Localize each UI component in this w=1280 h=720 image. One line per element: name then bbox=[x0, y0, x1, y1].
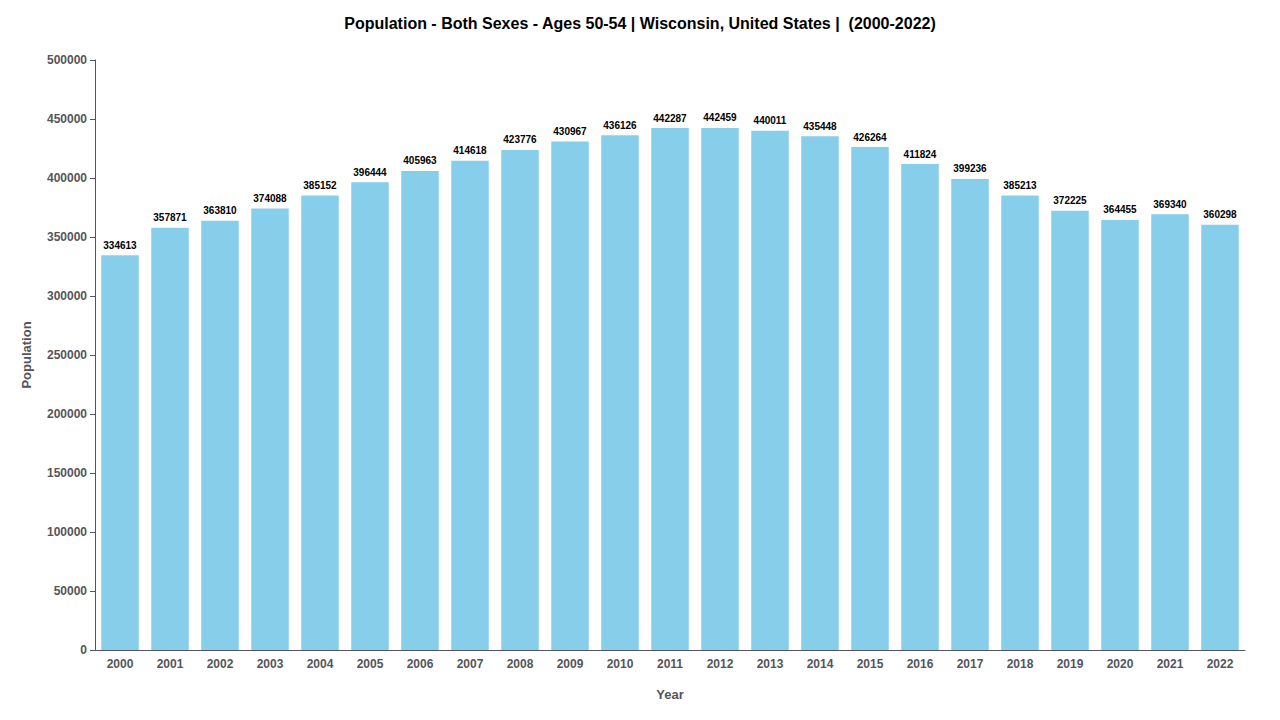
svg-text:2018: 2018 bbox=[1007, 657, 1034, 671]
svg-text:150000: 150000 bbox=[47, 466, 87, 480]
svg-text:200000: 200000 bbox=[47, 407, 87, 421]
svg-text:2020: 2020 bbox=[1107, 657, 1134, 671]
svg-text:2011: 2011 bbox=[657, 657, 683, 671]
svg-text:442459: 442459 bbox=[703, 112, 737, 123]
svg-text:360298: 360298 bbox=[1203, 209, 1237, 220]
svg-text:400000: 400000 bbox=[47, 171, 87, 185]
svg-text:369340: 369340 bbox=[1153, 199, 1187, 210]
svg-text:2002: 2002 bbox=[207, 657, 234, 671]
svg-text:364455: 364455 bbox=[1103, 204, 1137, 215]
svg-text:414618: 414618 bbox=[453, 145, 487, 156]
svg-text:450000: 450000 bbox=[47, 112, 87, 126]
svg-text:2015: 2015 bbox=[857, 657, 884, 671]
svg-text:396444: 396444 bbox=[353, 167, 387, 178]
svg-text:363810: 363810 bbox=[203, 205, 237, 216]
svg-text:2012: 2012 bbox=[707, 657, 734, 671]
svg-text:2021: 2021 bbox=[1157, 657, 1184, 671]
svg-text:374088: 374088 bbox=[253, 193, 287, 204]
svg-text:2014: 2014 bbox=[807, 657, 834, 671]
svg-text:440011: 440011 bbox=[754, 115, 787, 126]
svg-text:0: 0 bbox=[80, 643, 87, 657]
svg-text:385152: 385152 bbox=[303, 180, 337, 191]
svg-text:423776: 423776 bbox=[503, 134, 537, 145]
svg-text:435448: 435448 bbox=[803, 121, 837, 132]
svg-text:2006: 2006 bbox=[407, 657, 434, 671]
svg-text:2016: 2016 bbox=[907, 657, 934, 671]
svg-text:411824: 411824 bbox=[904, 149, 937, 160]
svg-text:442287: 442287 bbox=[653, 113, 687, 124]
svg-text:385213: 385213 bbox=[1003, 180, 1037, 191]
svg-text:2007: 2007 bbox=[457, 657, 484, 671]
svg-text:426264: 426264 bbox=[853, 132, 887, 143]
svg-text:2000: 2000 bbox=[107, 657, 134, 671]
svg-text:357871: 357871 bbox=[153, 212, 187, 223]
svg-text:300000: 300000 bbox=[47, 289, 87, 303]
svg-text:2001: 2001 bbox=[157, 657, 184, 671]
svg-text:2013: 2013 bbox=[757, 657, 784, 671]
svg-text:2022: 2022 bbox=[1207, 657, 1234, 671]
svg-text:2008: 2008 bbox=[507, 657, 534, 671]
svg-text:Year: Year bbox=[656, 687, 683, 702]
svg-text:2003: 2003 bbox=[257, 657, 284, 671]
svg-text:Population - Both Sexes - Ages: Population - Both Sexes - Ages 50-54 | W… bbox=[344, 15, 935, 32]
svg-text:399236: 399236 bbox=[953, 163, 987, 174]
svg-text:436126: 436126 bbox=[603, 120, 637, 131]
svg-text:250000: 250000 bbox=[47, 348, 87, 362]
svg-text:Population: Population bbox=[19, 321, 34, 388]
svg-text:350000: 350000 bbox=[47, 230, 87, 244]
svg-text:2004: 2004 bbox=[307, 657, 334, 671]
svg-text:372225: 372225 bbox=[1053, 195, 1087, 206]
svg-text:2005: 2005 bbox=[357, 657, 384, 671]
svg-text:100000: 100000 bbox=[47, 525, 87, 539]
svg-text:2019: 2019 bbox=[1057, 657, 1084, 671]
svg-text:2017: 2017 bbox=[957, 657, 984, 671]
svg-text:430967: 430967 bbox=[553, 126, 587, 137]
svg-text:405963: 405963 bbox=[403, 155, 437, 166]
svg-text:334613: 334613 bbox=[103, 240, 137, 251]
svg-text:50000: 50000 bbox=[54, 584, 88, 598]
svg-text:500000: 500000 bbox=[47, 53, 87, 67]
svg-text:2010: 2010 bbox=[607, 657, 634, 671]
svg-text:2009: 2009 bbox=[557, 657, 584, 671]
